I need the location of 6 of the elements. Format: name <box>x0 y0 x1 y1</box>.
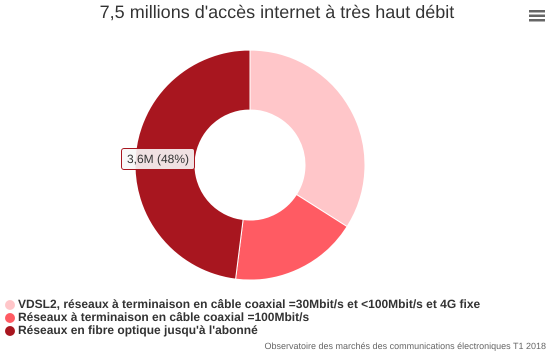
legend-label: VDSL2, réseaux à terminaison en câble coaxial =30Mbit/s et <100Mbit/s et 4G fixe <box>18 297 480 311</box>
legend-label: Réseaux en fibre optique jusqu'à l'abonné <box>18 323 258 337</box>
chart-title: 7,5 millions d'accès internet à très haut débit <box>98 2 456 23</box>
legend-label: Réseaux à terminaison en câble coaxial =100Mbit/s <box>18 310 310 324</box>
text: 3,6M (48%) <box>121 148 196 170</box>
text: Observatoire des marchés des communications électroniques T1 2018 <box>264 341 546 351</box>
